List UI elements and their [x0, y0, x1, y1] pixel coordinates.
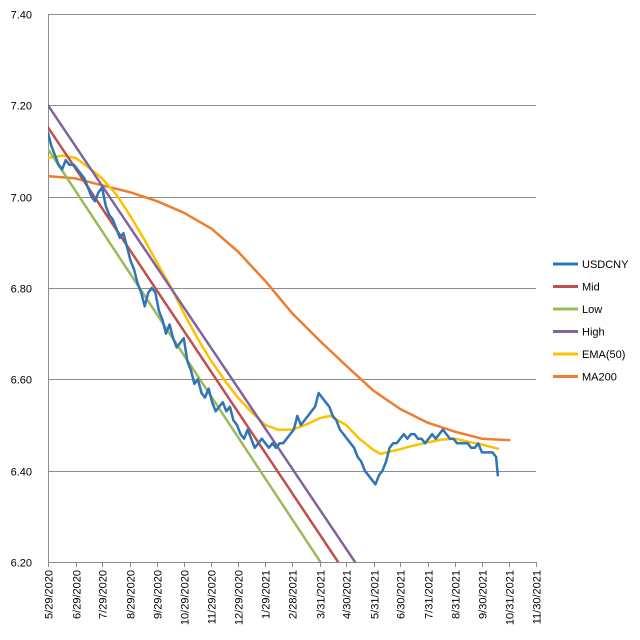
y-tick-label: 7.00 [11, 193, 32, 205]
legend: USDCNY Mid Low High EMA(50) MA200 [553, 259, 629, 384]
legend-label: Low [582, 304, 602, 316]
y-tick-label: 7.20 [11, 101, 32, 113]
legend-item-ma200: MA200 [553, 372, 617, 384]
legend-label: Mid [582, 282, 600, 294]
axes [48, 14, 537, 567]
series-line-ema-50 [48, 154, 500, 456]
y-tick-label: 6.80 [11, 284, 32, 296]
series-line-high [48, 104, 357, 562]
x-tick-label: 11/30/2021 [532, 570, 544, 624]
series-line-low [48, 147, 322, 562]
y-tick-label: 6.60 [11, 375, 32, 387]
x-tick-label: 5/29/2020 [44, 570, 56, 619]
x-tick-label: 7/29/2020 [98, 570, 110, 619]
x-tick-label: 9/30/2021 [478, 570, 490, 619]
series-line-mid [48, 126, 340, 562]
legend-label: MA200 [582, 372, 617, 384]
series-line-usdcny [48, 131, 500, 486]
x-tick-label: 8/31/2021 [451, 570, 463, 619]
x-tick-label: 2/28/2021 [288, 570, 300, 619]
legend-item-usdcny: USDCNY [553, 259, 629, 271]
x-tick-label: 5/31/2021 [370, 570, 382, 619]
x-tick-label: 4/30/2021 [342, 570, 354, 619]
legend-item-mid: Mid [553, 282, 600, 294]
plot-area [48, 104, 511, 562]
series-line-ma200 [48, 174, 511, 442]
x-tick-label: 3/31/2021 [316, 570, 328, 619]
x-tick-label: 11/29/2020 [207, 570, 219, 624]
x-tick-label: 10/29/2020 [180, 570, 192, 625]
x-tick-label: 7/31/2021 [424, 570, 436, 619]
x-tick-label: 10/31/2021 [505, 570, 517, 625]
x-tick-label: 8/29/2020 [126, 570, 138, 619]
legend-label: High [582, 327, 605, 339]
y-tick-label: 6.40 [11, 467, 32, 479]
legend-item-high: High [553, 327, 605, 339]
legend-label: USDCNY [582, 259, 629, 271]
y-tick-label: 6.20 [11, 558, 32, 570]
x-tick-label: 6/30/2021 [396, 570, 408, 619]
gridlines [48, 14, 536, 472]
y-tick-label: 7.40 [11, 10, 32, 22]
legend-label: EMA(50) [582, 349, 625, 361]
legend-item-low: Low [553, 304, 602, 316]
legend-item-ema-50: EMA(50) [553, 349, 625, 361]
x-tick-label: 12/29/2020 [234, 570, 246, 625]
x-tick-label: 6/29/2020 [72, 570, 84, 619]
x-tick-label: 9/29/2020 [153, 570, 165, 619]
x-axis-tick-labels: 5/29/2020 6/29/2020 7/29/2020 8/29/2020 9/29… [44, 570, 544, 625]
y-axis-tick-labels: 6.20 6.40 6.60 6.80 7.00 7.20 7.40 [11, 10, 32, 570]
x-tick-label: 1/29/2021 [261, 570, 273, 619]
